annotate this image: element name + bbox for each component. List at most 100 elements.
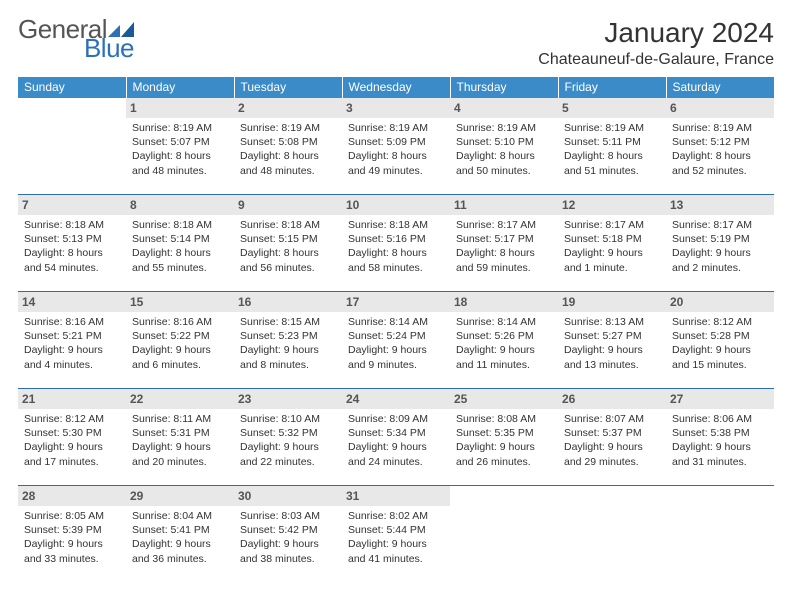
sunrise-text: Sunrise: 8:19 AM [132,121,228,135]
daylight-text: and 13 minutes. [564,358,660,372]
daylight-text: Daylight: 9 hours [132,440,228,454]
calendar-cell: 9Sunrise: 8:18 AMSunset: 5:15 PMDaylight… [234,194,342,291]
calendar-cell: 1Sunrise: 8:19 AMSunset: 5:07 PMDaylight… [126,98,234,195]
daylight-text: and 54 minutes. [24,261,120,275]
daylight-text: Daylight: 9 hours [240,440,336,454]
sunrise-text: Sunrise: 8:19 AM [456,121,552,135]
daylight-text: Daylight: 8 hours [240,149,336,163]
daylight-text: and 29 minutes. [564,455,660,469]
sunset-text: Sunset: 5:11 PM [564,135,660,149]
day-number: 12 [558,195,666,215]
calendar-cell [666,485,774,582]
day-number: 5 [558,98,666,118]
day-number: 6 [666,98,774,118]
sunset-text: Sunset: 5:23 PM [240,329,336,343]
daylight-text: Daylight: 9 hours [672,246,768,260]
calendar-cell: 3Sunrise: 8:19 AMSunset: 5:09 PMDaylight… [342,98,450,195]
day-number: 3 [342,98,450,118]
sunrise-text: Sunrise: 8:19 AM [564,121,660,135]
day-number: 31 [342,486,450,506]
day-number: 22 [126,389,234,409]
logo-word-blue: Blue [30,37,134,60]
calendar-cell: 22Sunrise: 8:11 AMSunset: 5:31 PMDayligh… [126,388,234,485]
daylight-text: and 55 minutes. [132,261,228,275]
day-number: 11 [450,195,558,215]
weekday-header: Tuesday [234,77,342,98]
calendar-cell: 31Sunrise: 8:02 AMSunset: 5:44 PMDayligh… [342,485,450,582]
sunset-text: Sunset: 5:07 PM [132,135,228,149]
sunset-text: Sunset: 5:31 PM [132,426,228,440]
sunset-text: Sunset: 5:27 PM [564,329,660,343]
calendar-row: 28Sunrise: 8:05 AMSunset: 5:39 PMDayligh… [18,485,774,582]
day-number: 9 [234,195,342,215]
daylight-text: and 22 minutes. [240,455,336,469]
weekday-header: Saturday [666,77,774,98]
day-number: 18 [450,292,558,312]
daylight-text: and 20 minutes. [132,455,228,469]
logo: GeneralBlue [18,18,134,61]
sunrise-text: Sunrise: 8:16 AM [132,315,228,329]
sunrise-text: Sunrise: 8:09 AM [348,412,444,426]
calendar-row: 14Sunrise: 8:16 AMSunset: 5:21 PMDayligh… [18,291,774,388]
daylight-text: and 51 minutes. [564,164,660,178]
calendar-cell: 21Sunrise: 8:12 AMSunset: 5:30 PMDayligh… [18,388,126,485]
daylight-text: and 36 minutes. [132,552,228,566]
calendar-cell: 17Sunrise: 8:14 AMSunset: 5:24 PMDayligh… [342,291,450,388]
sunrise-text: Sunrise: 8:18 AM [132,218,228,232]
sunset-text: Sunset: 5:16 PM [348,232,444,246]
sunrise-text: Sunrise: 8:14 AM [456,315,552,329]
day-number: 16 [234,292,342,312]
sunset-text: Sunset: 5:14 PM [132,232,228,246]
daylight-text: Daylight: 8 hours [24,246,120,260]
daylight-text: Daylight: 9 hours [24,343,120,357]
calendar-table: Sunday Monday Tuesday Wednesday Thursday… [18,77,774,582]
daylight-text: and 26 minutes. [456,455,552,469]
daylight-text: Daylight: 9 hours [348,537,444,551]
sunrise-text: Sunrise: 8:08 AM [456,412,552,426]
sunset-text: Sunset: 5:28 PM [672,329,768,343]
day-number: 14 [18,292,126,312]
daylight-text: Daylight: 9 hours [240,343,336,357]
weekday-header: Wednesday [342,77,450,98]
sunset-text: Sunset: 5:41 PM [132,523,228,537]
weekday-header: Friday [558,77,666,98]
calendar-cell: 27Sunrise: 8:06 AMSunset: 5:38 PMDayligh… [666,388,774,485]
calendar-row: 21Sunrise: 8:12 AMSunset: 5:30 PMDayligh… [18,388,774,485]
weekday-header-row: Sunday Monday Tuesday Wednesday Thursday… [18,77,774,98]
weekday-header: Monday [126,77,234,98]
calendar-cell [18,98,126,195]
sunrise-text: Sunrise: 8:17 AM [564,218,660,232]
calendar-cell: 2Sunrise: 8:19 AMSunset: 5:08 PMDaylight… [234,98,342,195]
sunrise-text: Sunrise: 8:07 AM [564,412,660,426]
day-number: 7 [18,195,126,215]
calendar-cell: 28Sunrise: 8:05 AMSunset: 5:39 PMDayligh… [18,485,126,582]
calendar-cell: 16Sunrise: 8:15 AMSunset: 5:23 PMDayligh… [234,291,342,388]
weekday-header: Sunday [18,77,126,98]
sunset-text: Sunset: 5:44 PM [348,523,444,537]
calendar-cell: 19Sunrise: 8:13 AMSunset: 5:27 PMDayligh… [558,291,666,388]
day-number: 27 [666,389,774,409]
day-number: 17 [342,292,450,312]
sunset-text: Sunset: 5:21 PM [24,329,120,343]
sunrise-text: Sunrise: 8:18 AM [348,218,444,232]
daylight-text: Daylight: 9 hours [672,343,768,357]
daylight-text: and 48 minutes. [132,164,228,178]
daylight-text: Daylight: 8 hours [564,149,660,163]
sunset-text: Sunset: 5:08 PM [240,135,336,149]
calendar-cell: 10Sunrise: 8:18 AMSunset: 5:16 PMDayligh… [342,194,450,291]
daylight-text: and 50 minutes. [456,164,552,178]
title-block: January 2024 Chateauneuf-de-Galaure, Fra… [538,18,774,69]
daylight-text: and 52 minutes. [672,164,768,178]
calendar-cell [558,485,666,582]
daylight-text: and 1 minute. [564,261,660,275]
sunrise-text: Sunrise: 8:04 AM [132,509,228,523]
daylight-text: and 38 minutes. [240,552,336,566]
sunrise-text: Sunrise: 8:14 AM [348,315,444,329]
calendar-cell [450,485,558,582]
daylight-text: Daylight: 9 hours [24,440,120,454]
day-number: 10 [342,195,450,215]
daylight-text: and 15 minutes. [672,358,768,372]
daylight-text: Daylight: 9 hours [348,440,444,454]
sunrise-text: Sunrise: 8:13 AM [564,315,660,329]
calendar-body: 1Sunrise: 8:19 AMSunset: 5:07 PMDaylight… [18,98,774,582]
